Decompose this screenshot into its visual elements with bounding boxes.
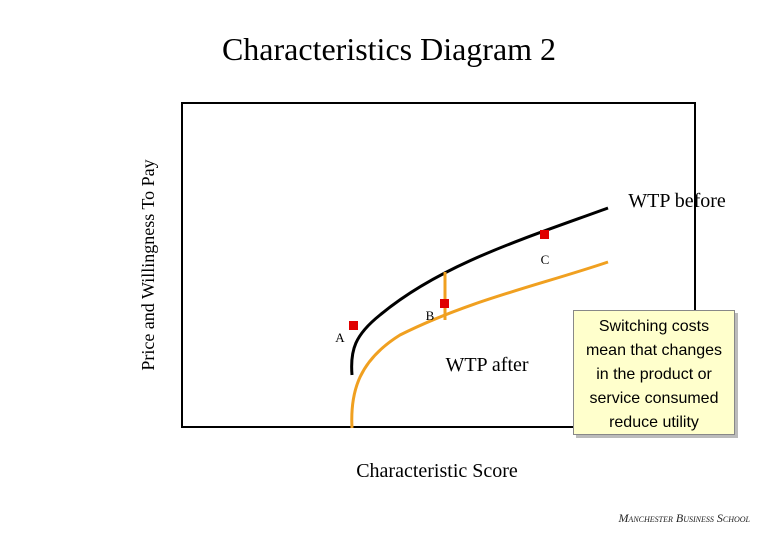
callout-line: in the product or bbox=[596, 366, 712, 383]
curve-label: WTP after bbox=[445, 354, 528, 376]
plot-frame bbox=[181, 102, 696, 428]
point-b bbox=[440, 299, 449, 308]
point-label: B bbox=[426, 308, 435, 323]
x-axis-label: Characteristic Score bbox=[356, 460, 518, 482]
point-label: A bbox=[335, 330, 345, 345]
wtp-before-curve bbox=[350, 206, 609, 376]
point-a bbox=[349, 321, 358, 330]
curve-label: WTP before bbox=[628, 190, 726, 212]
callout-line: service consumed bbox=[589, 390, 719, 407]
callout-line: reduce utility bbox=[609, 414, 699, 431]
point-label: C bbox=[541, 252, 550, 267]
title: Characteristics Diagram 2 bbox=[222, 31, 556, 67]
y-axis-label: Price and Willingness To Pay bbox=[138, 159, 158, 370]
callout: Switching costs mean that changes in the… bbox=[573, 310, 735, 435]
callout-line: mean that changes bbox=[585, 342, 723, 359]
footer: Manchester Business School bbox=[618, 511, 750, 525]
point-c bbox=[540, 230, 549, 239]
callout-line: Switching costs bbox=[598, 318, 710, 335]
wtp-after-curve bbox=[350, 260, 609, 429]
